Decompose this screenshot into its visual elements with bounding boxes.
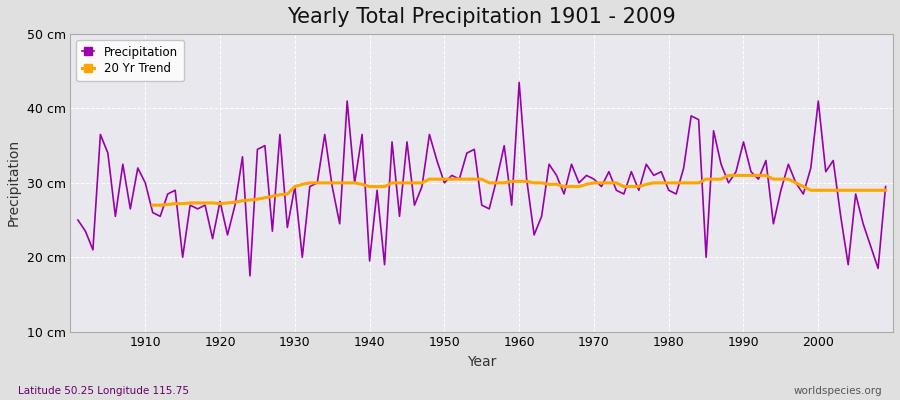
- Line: Precipitation: Precipitation: [78, 82, 886, 276]
- Precipitation: [245, 274, 256, 278]
- 20 Yr Trend: [880, 188, 891, 193]
- 20 Yr Trend: [507, 179, 517, 184]
- Precipitation: [521, 177, 532, 182]
- Precipitation: [349, 180, 360, 185]
- Precipitation: [880, 184, 891, 189]
- 20 Yr Trend: [297, 182, 308, 187]
- Precipitation: [618, 192, 629, 196]
- Text: Latitude 50.25 Longitude 115.75: Latitude 50.25 Longitude 115.75: [18, 386, 189, 396]
- Title: Yearly Total Precipitation 1901 - 2009: Yearly Total Precipitation 1901 - 2009: [287, 7, 676, 27]
- Precipitation: [304, 184, 315, 189]
- Precipitation: [528, 232, 539, 237]
- Legend: Precipitation, 20 Yr Trend: Precipitation, 20 Yr Trend: [76, 40, 184, 81]
- 20 Yr Trend: [604, 180, 615, 185]
- Precipitation: [73, 218, 84, 222]
- Line: 20 Yr Trend: 20 Yr Trend: [153, 176, 886, 205]
- X-axis label: Year: Year: [467, 355, 497, 369]
- 20 Yr Trend: [342, 180, 353, 185]
- Precipitation: [514, 80, 525, 85]
- Y-axis label: Precipitation: Precipitation: [7, 139, 21, 226]
- Text: worldspecies.org: worldspecies.org: [794, 386, 882, 396]
- 20 Yr Trend: [514, 179, 525, 184]
- Precipitation: [132, 166, 143, 170]
